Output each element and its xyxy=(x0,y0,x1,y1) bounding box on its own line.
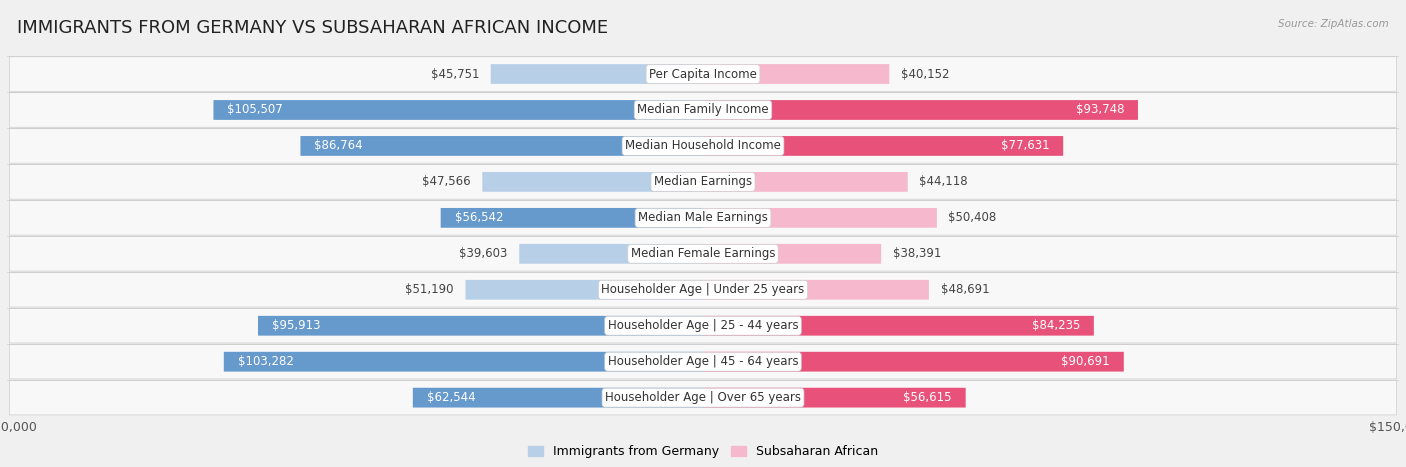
FancyBboxPatch shape xyxy=(413,388,703,408)
FancyBboxPatch shape xyxy=(703,352,1123,372)
Text: Median Household Income: Median Household Income xyxy=(626,140,780,152)
Text: Householder Age | 45 - 64 years: Householder Age | 45 - 64 years xyxy=(607,355,799,368)
FancyBboxPatch shape xyxy=(703,136,1063,156)
FancyBboxPatch shape xyxy=(10,381,1396,415)
FancyBboxPatch shape xyxy=(10,345,1396,379)
Text: IMMIGRANTS FROM GERMANY VS SUBSAHARAN AFRICAN INCOME: IMMIGRANTS FROM GERMANY VS SUBSAHARAN AF… xyxy=(17,19,607,37)
FancyBboxPatch shape xyxy=(703,388,966,408)
FancyBboxPatch shape xyxy=(703,100,1137,120)
FancyBboxPatch shape xyxy=(703,316,1094,336)
FancyBboxPatch shape xyxy=(703,64,890,84)
Text: Householder Age | Over 65 years: Householder Age | Over 65 years xyxy=(605,391,801,404)
FancyBboxPatch shape xyxy=(703,244,882,264)
Text: $56,542: $56,542 xyxy=(454,212,503,224)
Text: Median Earnings: Median Earnings xyxy=(654,176,752,188)
FancyBboxPatch shape xyxy=(10,129,1396,163)
Text: Median Female Earnings: Median Female Earnings xyxy=(631,248,775,260)
Text: Median Male Earnings: Median Male Earnings xyxy=(638,212,768,224)
Text: $45,751: $45,751 xyxy=(430,68,479,80)
FancyBboxPatch shape xyxy=(10,57,1396,91)
Text: $62,544: $62,544 xyxy=(427,391,475,404)
Text: $51,190: $51,190 xyxy=(405,283,454,296)
Text: $77,631: $77,631 xyxy=(1001,140,1049,152)
Text: $50,408: $50,408 xyxy=(949,212,997,224)
Text: Householder Age | Under 25 years: Householder Age | Under 25 years xyxy=(602,283,804,296)
FancyBboxPatch shape xyxy=(224,352,703,372)
Text: $84,235: $84,235 xyxy=(1032,319,1080,332)
FancyBboxPatch shape xyxy=(703,208,936,228)
FancyBboxPatch shape xyxy=(10,309,1396,343)
Text: Median Family Income: Median Family Income xyxy=(637,104,769,116)
FancyBboxPatch shape xyxy=(10,201,1396,235)
FancyBboxPatch shape xyxy=(257,316,703,336)
Text: $48,691: $48,691 xyxy=(941,283,990,296)
FancyBboxPatch shape xyxy=(10,273,1396,307)
FancyBboxPatch shape xyxy=(482,172,703,192)
Text: $86,764: $86,764 xyxy=(315,140,363,152)
FancyBboxPatch shape xyxy=(440,208,703,228)
FancyBboxPatch shape xyxy=(301,136,703,156)
Legend: Immigrants from Germany, Subsaharan African: Immigrants from Germany, Subsaharan Afri… xyxy=(523,440,883,463)
FancyBboxPatch shape xyxy=(519,244,703,264)
FancyBboxPatch shape xyxy=(214,100,703,120)
FancyBboxPatch shape xyxy=(10,165,1396,199)
Text: Householder Age | 25 - 44 years: Householder Age | 25 - 44 years xyxy=(607,319,799,332)
Text: $105,507: $105,507 xyxy=(228,104,283,116)
FancyBboxPatch shape xyxy=(10,93,1396,127)
FancyBboxPatch shape xyxy=(465,280,703,300)
FancyBboxPatch shape xyxy=(10,237,1396,271)
FancyBboxPatch shape xyxy=(491,64,703,84)
Text: Source: ZipAtlas.com: Source: ZipAtlas.com xyxy=(1278,19,1389,28)
Text: $56,615: $56,615 xyxy=(903,391,952,404)
Text: $90,691: $90,691 xyxy=(1062,355,1109,368)
Text: $44,118: $44,118 xyxy=(920,176,967,188)
Text: $47,566: $47,566 xyxy=(422,176,471,188)
Text: $95,913: $95,913 xyxy=(271,319,321,332)
FancyBboxPatch shape xyxy=(703,172,908,192)
Text: $40,152: $40,152 xyxy=(901,68,949,80)
Text: Per Capita Income: Per Capita Income xyxy=(650,68,756,80)
Text: $103,282: $103,282 xyxy=(238,355,294,368)
Text: $39,603: $39,603 xyxy=(460,248,508,260)
FancyBboxPatch shape xyxy=(703,280,929,300)
Text: $38,391: $38,391 xyxy=(893,248,941,260)
Text: $93,748: $93,748 xyxy=(1076,104,1123,116)
